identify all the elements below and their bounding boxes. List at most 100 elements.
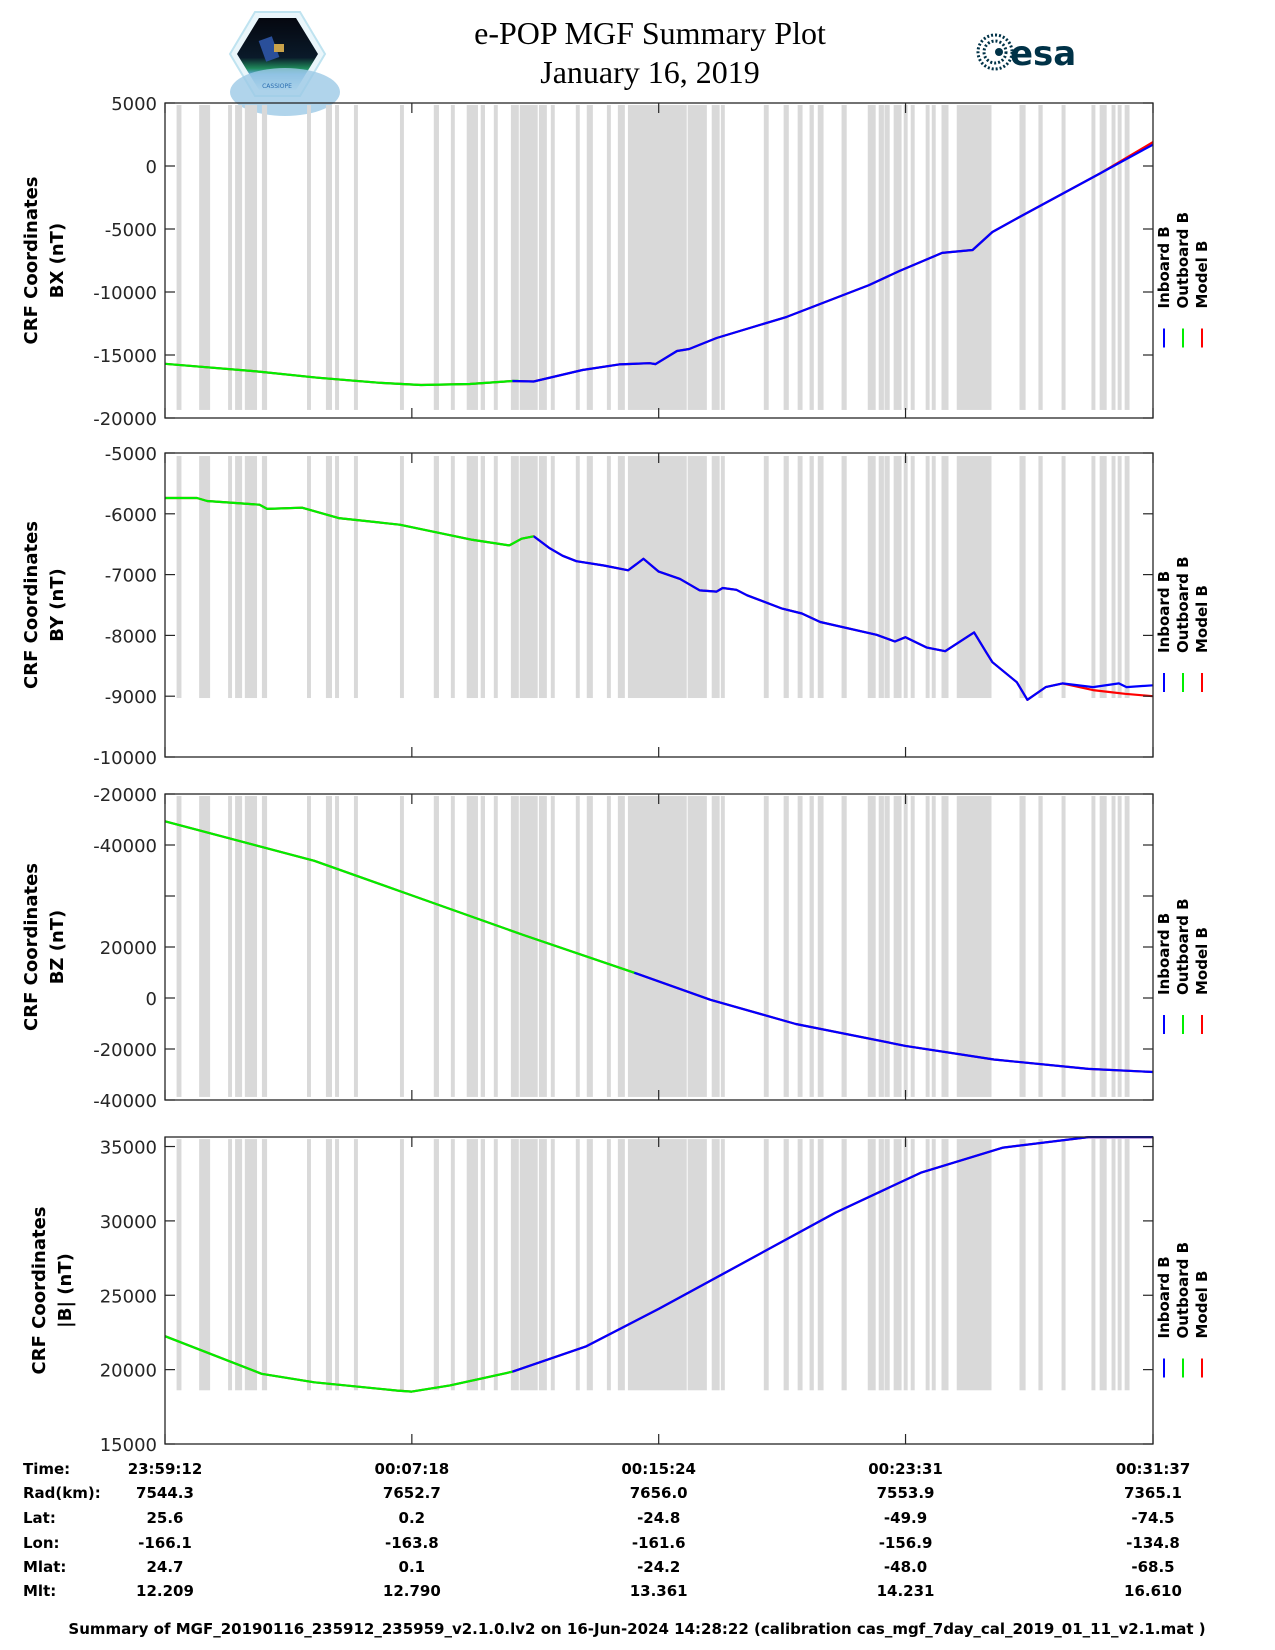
data-gap-band — [627, 796, 687, 1097]
data-gap-band — [867, 105, 876, 410]
data-gap-band — [235, 796, 243, 1097]
data-gap-band — [1061, 105, 1066, 410]
data-gap-band — [783, 105, 789, 410]
data-gap-band — [809, 1139, 814, 1391]
table-cell: 12.209 — [136, 1582, 194, 1600]
data-gap-band — [783, 796, 789, 1097]
data-gap-band — [235, 456, 243, 699]
data-gap-band — [1117, 105, 1122, 410]
series-outboard-b — [164, 820, 638, 975]
data-gap-band — [538, 456, 547, 699]
data-gap-band — [228, 1139, 233, 1391]
y-axis-label-line2: BX (nT) — [47, 223, 68, 298]
data-gap-band — [606, 796, 611, 1097]
data-gap-band — [353, 456, 358, 699]
y-tick-label: -5000 — [105, 444, 157, 465]
data-gap-band — [931, 1139, 936, 1391]
y-tick-label: -10000 — [93, 283, 157, 304]
data-gap-band — [711, 105, 720, 410]
table-cell: 00:15:24 — [621, 1460, 696, 1478]
data-gap-band — [480, 456, 485, 699]
data-gap-band — [1099, 105, 1107, 410]
panel-4: 35000 30000 25000 20000 15000 CRF Coordinates… — [29, 1135, 1211, 1456]
y-tick-label: 20000 — [100, 1361, 157, 1382]
data-gap-band — [884, 105, 890, 410]
data-gap-band — [199, 456, 211, 699]
table-cell: -161.6 — [632, 1534, 686, 1552]
table-cell: 7553.9 — [877, 1484, 935, 1502]
table-cell: 16.610 — [1124, 1582, 1182, 1600]
table-cell: -134.8 — [1126, 1534, 1180, 1552]
data-gap-band — [878, 1139, 884, 1391]
data-gap-band — [797, 1139, 803, 1391]
table-cell: -156.9 — [879, 1534, 933, 1552]
data-gap-band — [867, 1139, 876, 1391]
data-gap-band — [617, 1139, 625, 1391]
data-gap-band — [627, 105, 687, 410]
data-gap-band — [627, 1139, 687, 1391]
data-gap-band — [884, 1139, 890, 1391]
data-gap-band — [606, 1139, 611, 1391]
data-gap-band — [910, 1139, 915, 1391]
series-outboard-b — [164, 362, 519, 387]
data-gap-band — [493, 1139, 498, 1391]
data-gap-band — [519, 796, 538, 1097]
data-gap-band — [931, 456, 936, 699]
y-axis-label-line2: |B| (nT) — [55, 1253, 76, 1328]
data-gap-band — [261, 456, 268, 699]
legend: Inboard B Outboard B Model B — [1155, 1242, 1211, 1378]
data-gap-band — [586, 1139, 593, 1391]
data-gap-band — [783, 456, 789, 699]
table-cell: 14.231 — [877, 1582, 935, 1600]
data-gap-band — [510, 1139, 519, 1391]
data-gap-band — [538, 105, 547, 410]
data-gap-band — [550, 456, 555, 699]
series-outboard-b — [164, 1335, 513, 1393]
data-gap-band — [910, 796, 915, 1097]
data-gap-band — [433, 456, 439, 699]
legend-label: Model B — [1193, 1271, 1211, 1339]
data-gap-band — [325, 456, 333, 699]
data-gap-band — [1111, 1139, 1116, 1391]
y-tick-label: 30000 — [100, 1212, 157, 1233]
table-cell: -48.0 — [884, 1558, 927, 1576]
data-gap-band — [884, 796, 890, 1097]
y-tick-label: 0 — [146, 989, 157, 1010]
table-cell: 7652.7 — [383, 1484, 441, 1502]
data-gap-band — [910, 456, 915, 699]
data-gap-band — [466, 456, 478, 699]
data-gap-band — [575, 456, 580, 699]
y-axis-label-line1: CRF Coordinates — [21, 863, 42, 1031]
data-gap-band — [466, 105, 478, 410]
data-gap-band — [884, 456, 890, 699]
data-gap-band — [941, 105, 949, 410]
data-gap-band — [1091, 105, 1096, 410]
data-gap-band — [244, 1139, 258, 1391]
data-gap-band — [763, 456, 769, 699]
data-gap-band — [893, 1139, 902, 1391]
data-gap-band — [399, 1139, 404, 1391]
y-tick-label: -20000 — [93, 409, 157, 430]
y-tick-label: -20000 — [93, 1040, 157, 1061]
data-gap-band — [228, 105, 233, 410]
data-gap-band — [617, 105, 625, 410]
y-axis-label-line2: BY (nT) — [47, 568, 68, 642]
legend-label: Outboard B — [1174, 1242, 1192, 1339]
data-gap-band — [480, 105, 485, 410]
data-gap-band — [841, 796, 847, 1097]
data-gap-band — [176, 456, 182, 699]
series-inboard-b — [633, 971, 1154, 1074]
data-gap-band — [1019, 1139, 1026, 1391]
data-gap-band — [809, 105, 814, 410]
y-tick-label: 0 — [146, 157, 157, 178]
data-gap-band — [199, 1139, 211, 1391]
data-gap-band — [1117, 1139, 1122, 1391]
data-gap-band — [235, 105, 243, 410]
data-gap-band — [1124, 105, 1130, 410]
y-tick-label: 25000 — [100, 1286, 157, 1307]
data-gap-band — [1019, 105, 1026, 410]
data-gap-band — [335, 456, 340, 699]
data-gap-band — [797, 796, 803, 1097]
data-gap-band — [353, 105, 358, 410]
data-gap-band — [235, 1139, 243, 1391]
